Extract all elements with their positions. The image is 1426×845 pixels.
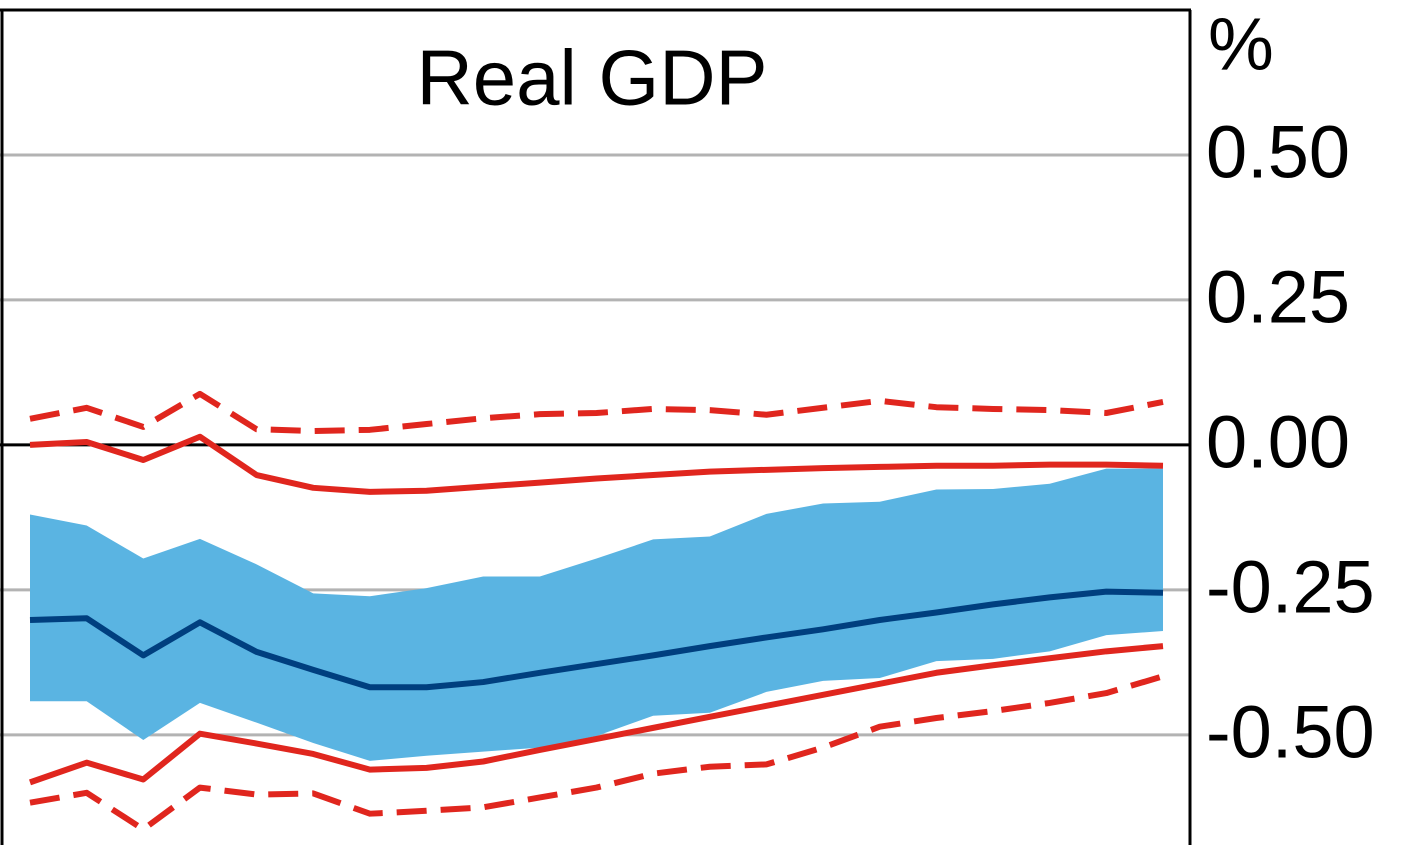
y-tick-label: -0.25 [1206,545,1375,628]
y-tick-label: -0.50 [1206,690,1375,773]
series-line [29,588,1164,691]
series-line [29,433,1164,495]
plot-area [0,153,1190,833]
y-tick-label: 0.00 [1206,400,1350,483]
series-line [29,673,1164,833]
y-tick-label: 0.50 [1206,111,1350,194]
series-line [29,643,1164,786]
chart-title: Real GDP [416,34,767,122]
y-unit: % [1208,3,1274,86]
confidence-band [30,468,1163,761]
y-tick-label: 0.25 [1206,255,1350,338]
series-line [29,390,1164,434]
